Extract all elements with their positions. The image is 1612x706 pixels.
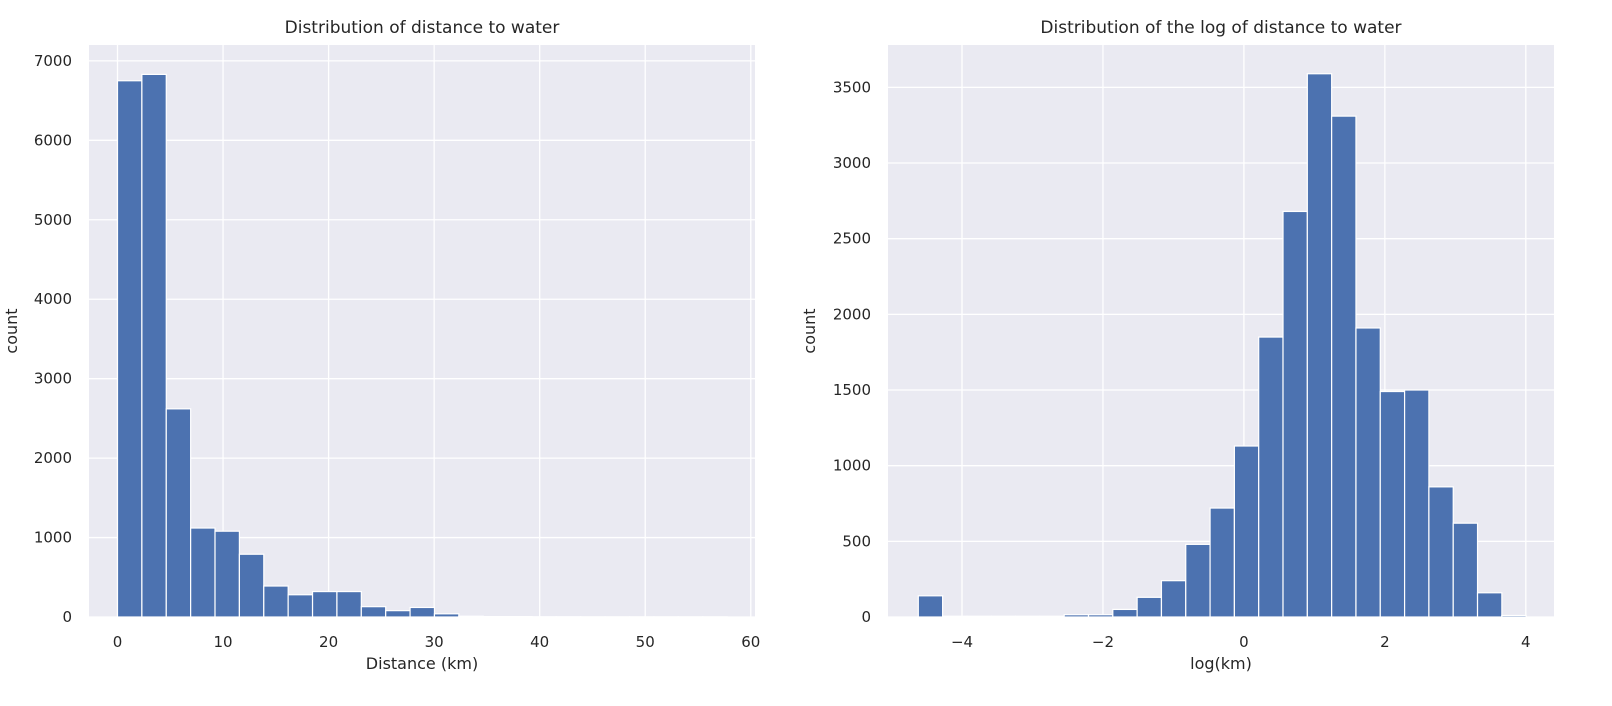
log-distance-bar (1501, 614, 1527, 618)
distance-y-tick-label: 4000 (34, 290, 72, 308)
distance-x-tick-label: 30 (425, 633, 444, 651)
distance-bar (263, 585, 289, 618)
distance-y-tick-label: 6000 (34, 131, 72, 149)
distance-x-tick-label: 10 (213, 633, 232, 651)
log-distance-bar (1209, 507, 1235, 618)
log-distance-bar (1063, 614, 1090, 618)
log-distance-y-tick-label: 1000 (833, 457, 871, 475)
log-distance-x-tick-label: 0 (1239, 633, 1249, 651)
log-distance-bar (1160, 580, 1187, 618)
log-distance-bar (1112, 608, 1138, 618)
distance-histogram: 0 10 20 30 40 50 60 0 1000 2000 3000 4000 5000 6000 7… (2, 18, 760, 673)
distance-bar (165, 408, 192, 618)
distance-bar (360, 606, 387, 618)
distance-bar (311, 590, 338, 618)
distance-x-tick-label: 20 (319, 633, 338, 651)
log-distance-bar (1233, 445, 1260, 618)
log-distance-bar (1403, 389, 1430, 618)
log-distance-bars (917, 73, 1527, 618)
distance-bar (287, 594, 314, 618)
log-distance-bar (1306, 73, 1333, 618)
log-distance-x-tick-label: 4 (1521, 633, 1531, 651)
distance-y-tick-label: 3000 (34, 370, 72, 388)
distance-bar (116, 80, 143, 618)
log-distance-y-tick-label: 0 (861, 608, 871, 626)
log-distance-y-tick-label: 1500 (833, 381, 871, 399)
log-distance-bar (1331, 115, 1357, 618)
distance-bar (336, 590, 362, 618)
distance-y-tick-label: 2000 (34, 449, 72, 467)
log-distance-bar (1452, 522, 1479, 618)
distance-x-tick-label: 60 (741, 633, 760, 651)
log-distance-bar (1014, 615, 1041, 618)
log-distance-bar (1428, 486, 1454, 618)
distance-bar (385, 610, 411, 618)
log-distance-bar (1087, 614, 1114, 618)
log-distance-bar (1282, 210, 1308, 618)
distance-x-tick-label: 40 (530, 633, 549, 651)
log-distance-bar (1039, 615, 1065, 618)
distance-bar (190, 527, 216, 618)
distance-x-axis-label: Distance (km) (366, 654, 478, 673)
log-distance-bar (1379, 390, 1406, 618)
log-distance-x-axis-label: log(km) (1190, 654, 1252, 673)
log-distance-y-axis-label: count (800, 308, 819, 353)
distance-x-tick-label: 50 (636, 633, 655, 651)
log-distance-y-tick-label: 500 (842, 532, 871, 550)
log-distance-chart-title: Distribution of the log of distance to w… (1040, 18, 1401, 38)
log-distance-y-tick-label: 3500 (833, 78, 871, 96)
log-distance-y-tick-label: 2500 (833, 230, 871, 248)
distance-bar (238, 553, 265, 618)
log-distance-y-tick-label: 3000 (833, 154, 871, 172)
distance-y-axis-label: count (2, 308, 21, 353)
distance-chart-title: Distribution of distance to water (285, 18, 560, 38)
log-distance-bar (917, 595, 944, 618)
log-distance-bar (1136, 596, 1163, 618)
log-distance-x-tick-label: −2 (1092, 633, 1114, 651)
log-distance-bar (1355, 327, 1381, 618)
distance-bar (433, 613, 460, 618)
log-distance-bar (1258, 336, 1284, 618)
distance-y-tick-label: 7000 (34, 52, 72, 70)
distance-y-tick-label: 1000 (34, 529, 72, 547)
log-distance-y-ticks: 0 500 1000 1500 2000 2500 3000 3500 (833, 78, 871, 626)
distance-x-tick-label: 0 (113, 633, 123, 651)
distance-y-ticks: 0 1000 2000 3000 4000 5000 6000 7000 (34, 52, 72, 626)
distance-y-tick-label: 0 (62, 608, 72, 626)
log-distance-y-tick-label: 2000 (833, 305, 871, 323)
log-distance-x-tick-label: −4 (951, 633, 973, 651)
distance-bar (141, 73, 167, 618)
log-distance-bar (942, 615, 968, 618)
log-distance-bar (966, 615, 992, 618)
log-distance-bar (1476, 592, 1503, 618)
log-distance-bar (1185, 543, 1211, 618)
log-distance-x-ticks: −4 −2 0 2 4 (951, 633, 1531, 651)
distance-x-ticks: 0 10 20 30 40 50 60 (113, 633, 761, 651)
log-distance-histogram: −4 −2 0 2 4 0 500 1000 1500 2000 2500 3000 3500 Dis… (800, 18, 1554, 673)
log-distance-x-tick-label: 2 (1380, 633, 1390, 651)
distance-bar (458, 615, 484, 618)
distance-y-tick-label: 5000 (34, 211, 72, 229)
distance-bar (409, 606, 436, 618)
distance-bars (116, 73, 728, 618)
distance-bar (214, 530, 241, 618)
log-distance-bar (990, 615, 1017, 618)
